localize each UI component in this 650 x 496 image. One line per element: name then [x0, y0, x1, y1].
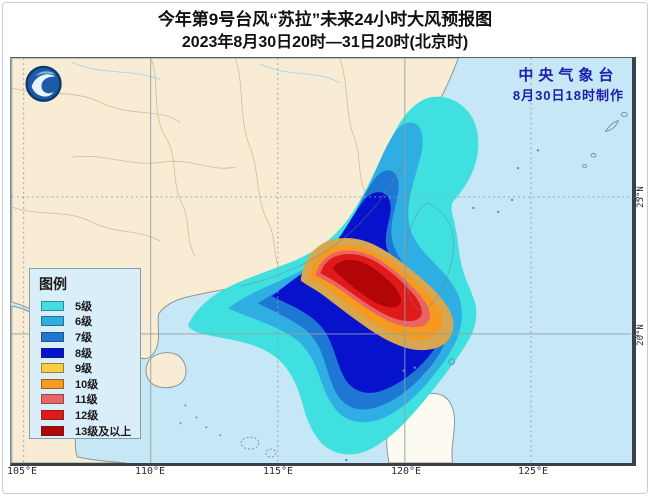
lon-label: 125°E: [517, 466, 549, 477]
page-title: 今年第9号台风“苏拉”未来24小时大风预报图: [157, 10, 493, 29]
lat-tick: [634, 335, 639, 336]
legend-swatch: [41, 331, 64, 342]
graticule: [11, 58, 632, 463]
lon-label: 115°E: [262, 466, 294, 477]
legend-swatch: [41, 394, 64, 405]
legend-label: 10级: [75, 378, 99, 391]
legend-swatch: [41, 300, 64, 311]
legend-rows: 5级 6级 7级 8级 9级 10级 11级 12级 13级及以上: [37, 298, 140, 438]
lon-label: 110°E: [134, 466, 166, 477]
legend-item: 5级: [37, 298, 140, 314]
legend-label: 13级及以上: [75, 425, 132, 438]
legend-item: 9级: [37, 360, 140, 376]
lat-tick: [634, 197, 639, 198]
title-block: 今年第9号台风“苏拉”未来24小时大风预报图 2023年8月30日20时—31日…: [0, 9, 650, 54]
legend-box: 图例 5级 6级 7级 8级 9级 10级 11级 12级 13级及以上: [29, 268, 141, 439]
lon-label: 120°E: [390, 466, 422, 477]
legend-swatch: [41, 316, 64, 327]
legend-item: 8级: [37, 345, 140, 361]
legend-item: 10级: [37, 376, 140, 392]
legend-label: 11级: [75, 394, 98, 407]
legend-item: 7级: [37, 329, 140, 345]
credit-org: 中央气象台: [518, 67, 619, 84]
legend-label: 5级: [75, 300, 93, 313]
legend-label: 7级: [75, 331, 93, 344]
legend-item: 11级: [37, 392, 140, 408]
legend-swatch: [41, 378, 64, 389]
cma-logo: [25, 65, 62, 102]
legend-swatch: [41, 347, 64, 358]
legend-item: 12级: [37, 407, 140, 423]
legend-item: 13级及以上: [37, 423, 140, 439]
legend-swatch: [41, 409, 64, 420]
legend-label: 12级: [75, 409, 99, 422]
legend-swatch: [41, 363, 64, 374]
credit-time: 8月30日18时制作: [512, 88, 624, 103]
legend-label: 9级: [75, 363, 93, 376]
legend-title: 图例: [39, 276, 67, 292]
legend-label: 6级: [75, 316, 93, 329]
wind-band-13: [332, 259, 402, 308]
page-subtitle: 2023年8月30日20时—31日20时(北京时): [181, 33, 469, 51]
credit-block: 中央气象台 8月30日18时制作: [513, 64, 624, 104]
lon-label: 105°E: [6, 466, 38, 477]
hainan-island: [145, 352, 187, 389]
legend-label: 8级: [75, 347, 93, 360]
legend-swatch: [41, 425, 64, 436]
map-area: 中央气象台 8月30日18时制作 图例 5级 6级 7级 8级 9级 10级 11级 12级 1…: [10, 57, 636, 466]
rivers: [71, 61, 340, 84]
legend-item: 6级: [37, 314, 140, 330]
small-islands: [179, 112, 628, 462]
coastline-overlay: [240, 161, 455, 311]
